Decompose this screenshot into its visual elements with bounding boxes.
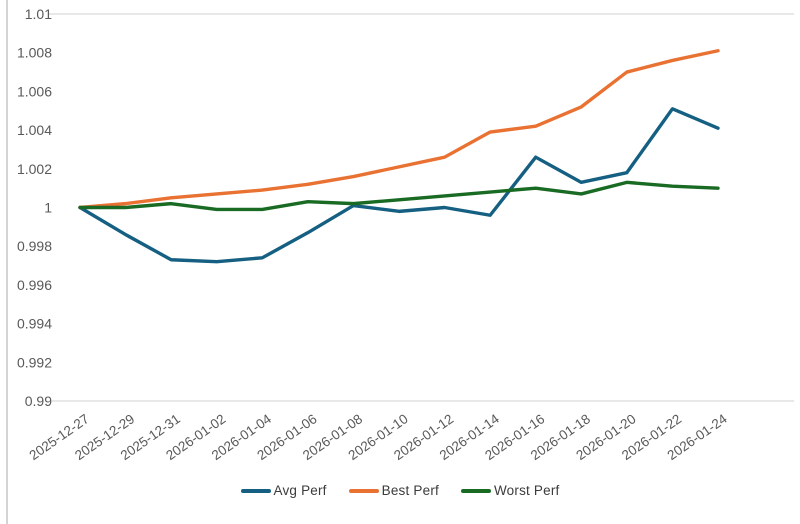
window-left-border bbox=[6, 0, 8, 524]
legend-line-swatch bbox=[348, 488, 379, 493]
y-tick-label: 0.99 bbox=[25, 393, 52, 409]
y-tick-label: 1.006 bbox=[17, 83, 52, 99]
y-tick-label: 0.992 bbox=[17, 354, 52, 370]
y-tick-label: 1.002 bbox=[17, 161, 52, 177]
series-line-avg-perf bbox=[78, 107, 720, 264]
y-tick-label: 1.008 bbox=[17, 45, 52, 61]
y-tick-label: 1.004 bbox=[17, 122, 52, 138]
y-tick-label: 1.01 bbox=[25, 6, 52, 22]
legend-label: Worst Perf bbox=[493, 483, 560, 498]
legend-item-best-perf[interactable]: Best Perf bbox=[348, 483, 439, 498]
legend-line-swatch bbox=[240, 488, 271, 493]
legend-line-swatch bbox=[460, 488, 491, 493]
series-line-worst-perf bbox=[78, 180, 720, 212]
legend-item-worst-perf[interactable]: Worst Perf bbox=[460, 483, 560, 498]
chart-legend: Avg Perf Best Perf Worst Perf bbox=[0, 483, 800, 498]
y-tick-label: 0.998 bbox=[17, 238, 52, 254]
legend-label: Avg Perf bbox=[273, 483, 327, 498]
y-tick-label: 0.996 bbox=[17, 277, 52, 293]
series-line-best-perf bbox=[78, 49, 720, 210]
y-tick-label: 1 bbox=[44, 200, 52, 216]
y-tick-label: 0.994 bbox=[17, 316, 52, 332]
legend-item-avg-perf[interactable]: Avg Perf bbox=[240, 483, 327, 498]
legend-label: Best Perf bbox=[381, 483, 439, 498]
